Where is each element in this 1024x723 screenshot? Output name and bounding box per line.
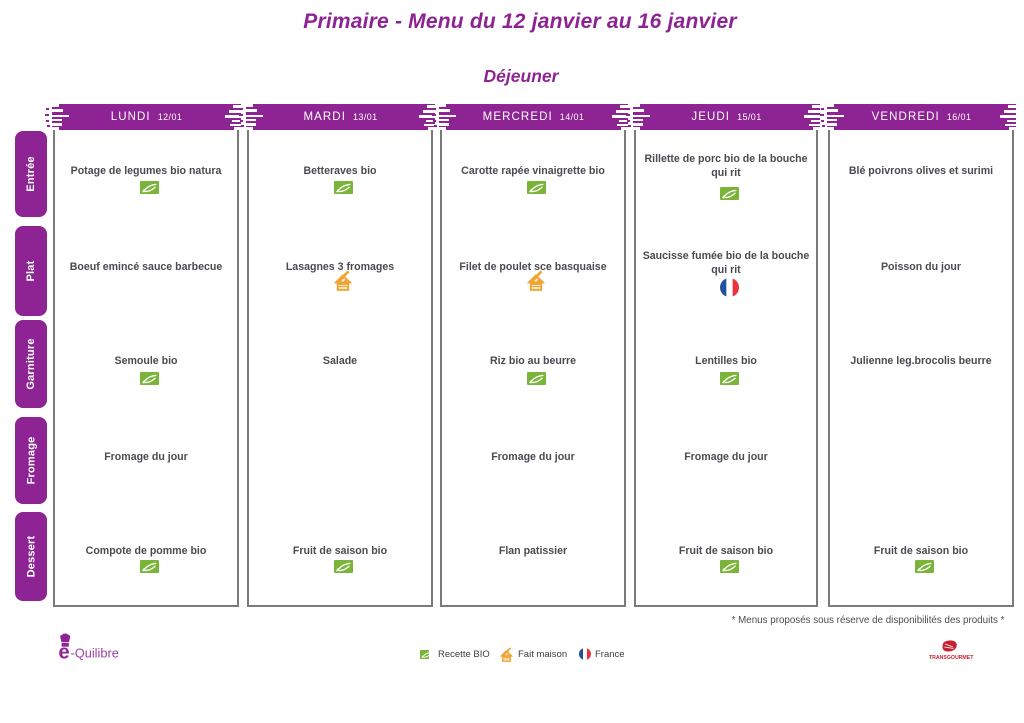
svg-text:e: e xyxy=(59,642,70,664)
svg-text:TRANSGOURMET: TRANSGOURMET xyxy=(929,655,974,661)
svg-text:-Quilibre: -Quilibre xyxy=(71,646,119,661)
